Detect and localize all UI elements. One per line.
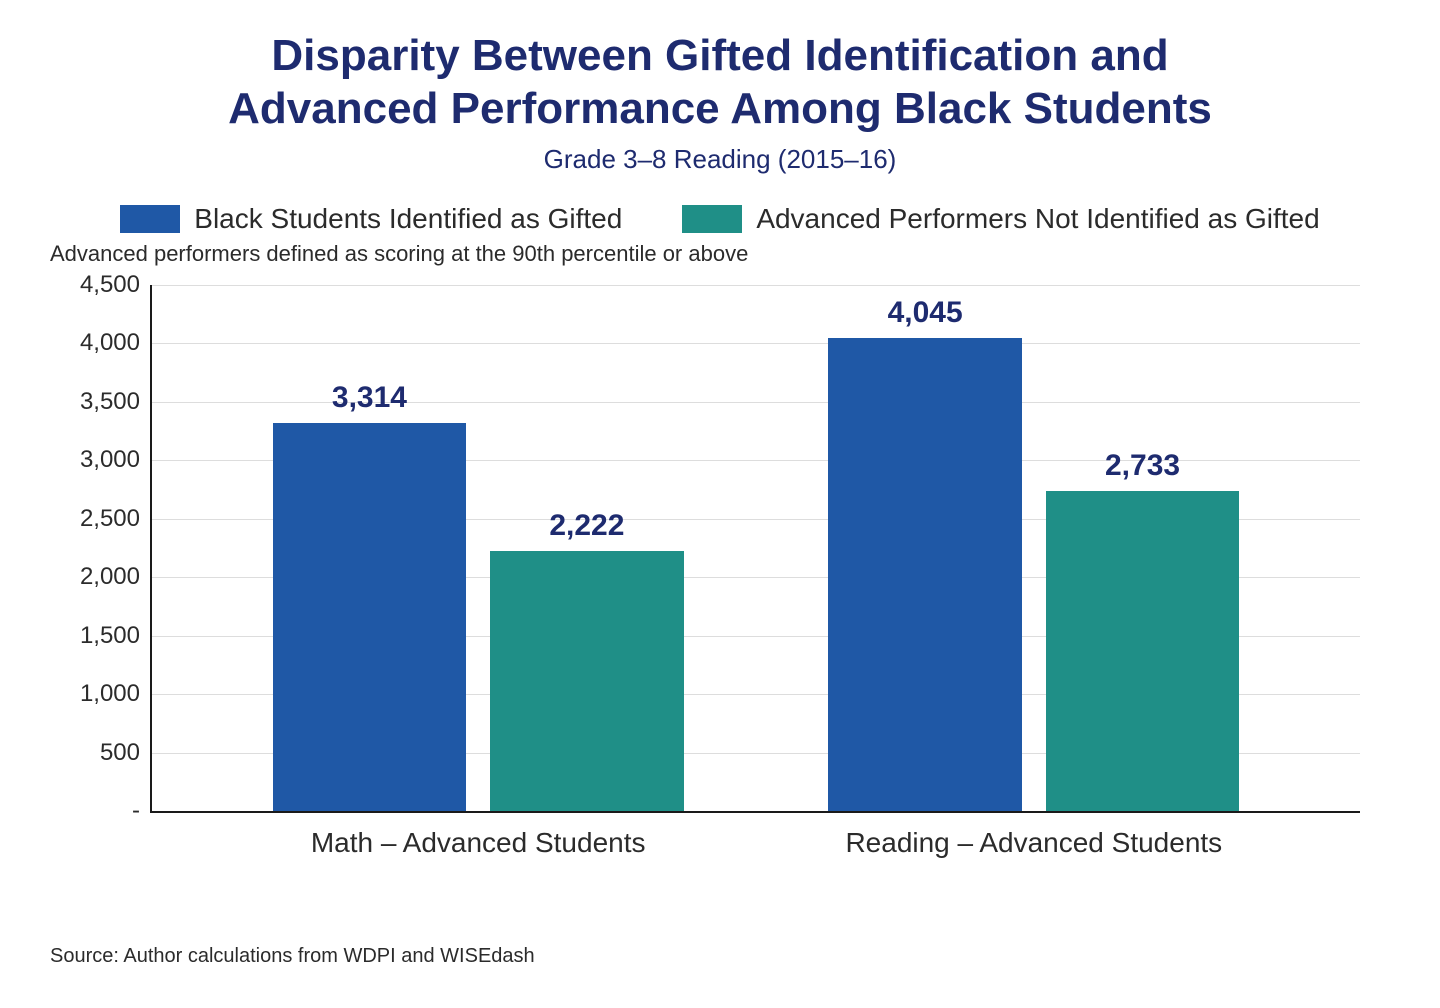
- legend-label-0: Black Students Identified as Gifted: [194, 203, 622, 235]
- y-tick-label: 4,500: [52, 271, 140, 299]
- plot-region: -5001,0001,5002,0002,5003,0003,5004,0004…: [150, 285, 1360, 813]
- title-line-2: Advanced Performance Among Black Student…: [40, 83, 1400, 136]
- bar-value-label: 2,222: [517, 509, 657, 543]
- bar: [828, 338, 1021, 811]
- y-tick-label: 2,000: [52, 563, 140, 591]
- y-tick-label: 4,000: [52, 329, 140, 357]
- bar: [490, 551, 683, 811]
- chart-note: Advanced performers defined as scoring a…: [50, 241, 1400, 267]
- legend: Black Students Identified as Gifted Adva…: [40, 203, 1400, 235]
- y-tick-label: 3,500: [52, 388, 140, 416]
- footnote: Source: Author calculations from WDPI an…: [50, 945, 1400, 968]
- y-tick-label: -: [52, 797, 140, 825]
- bar: [273, 423, 466, 811]
- legend-item-0: Black Students Identified as Gifted: [120, 203, 622, 235]
- y-tick-label: 2,500: [52, 505, 140, 533]
- y-tick-label: 3,000: [52, 446, 140, 474]
- subtitle: Grade 3–8 Reading (2015–16): [40, 144, 1400, 175]
- chart-area: - 500 1,000 1,500 2,000 2,500 3,000 3,500 4,000 4…: [50, 275, 1390, 933]
- legend-swatch-1: [682, 205, 742, 233]
- gridline: [152, 285, 1360, 286]
- legend-label-1: Advanced Performers Not Identified as Gi…: [756, 203, 1319, 235]
- title-block: Disparity Between Gifted Identification …: [40, 30, 1400, 175]
- bar-value-label: 2,733: [1073, 449, 1213, 483]
- y-tick-label: 1,000: [52, 680, 140, 708]
- bar-value-label: 3,314: [299, 381, 439, 415]
- x-category-label: Reading – Advanced Students: [824, 827, 1244, 859]
- gridline: [152, 343, 1360, 344]
- title-line-1: Disparity Between Gifted Identification …: [40, 30, 1400, 83]
- legend-item-1: Advanced Performers Not Identified as Gi…: [682, 203, 1319, 235]
- bar-value-label: 4,045: [855, 296, 995, 330]
- y-tick-label: 500: [52, 739, 140, 767]
- y-tick-label: 1,500: [52, 622, 140, 650]
- bar: [1046, 491, 1239, 811]
- chart-container: Disparity Between Gifted Identification …: [0, 0, 1440, 1008]
- x-category-label: Math – Advanced Students: [268, 827, 688, 859]
- legend-swatch-0: [120, 205, 180, 233]
